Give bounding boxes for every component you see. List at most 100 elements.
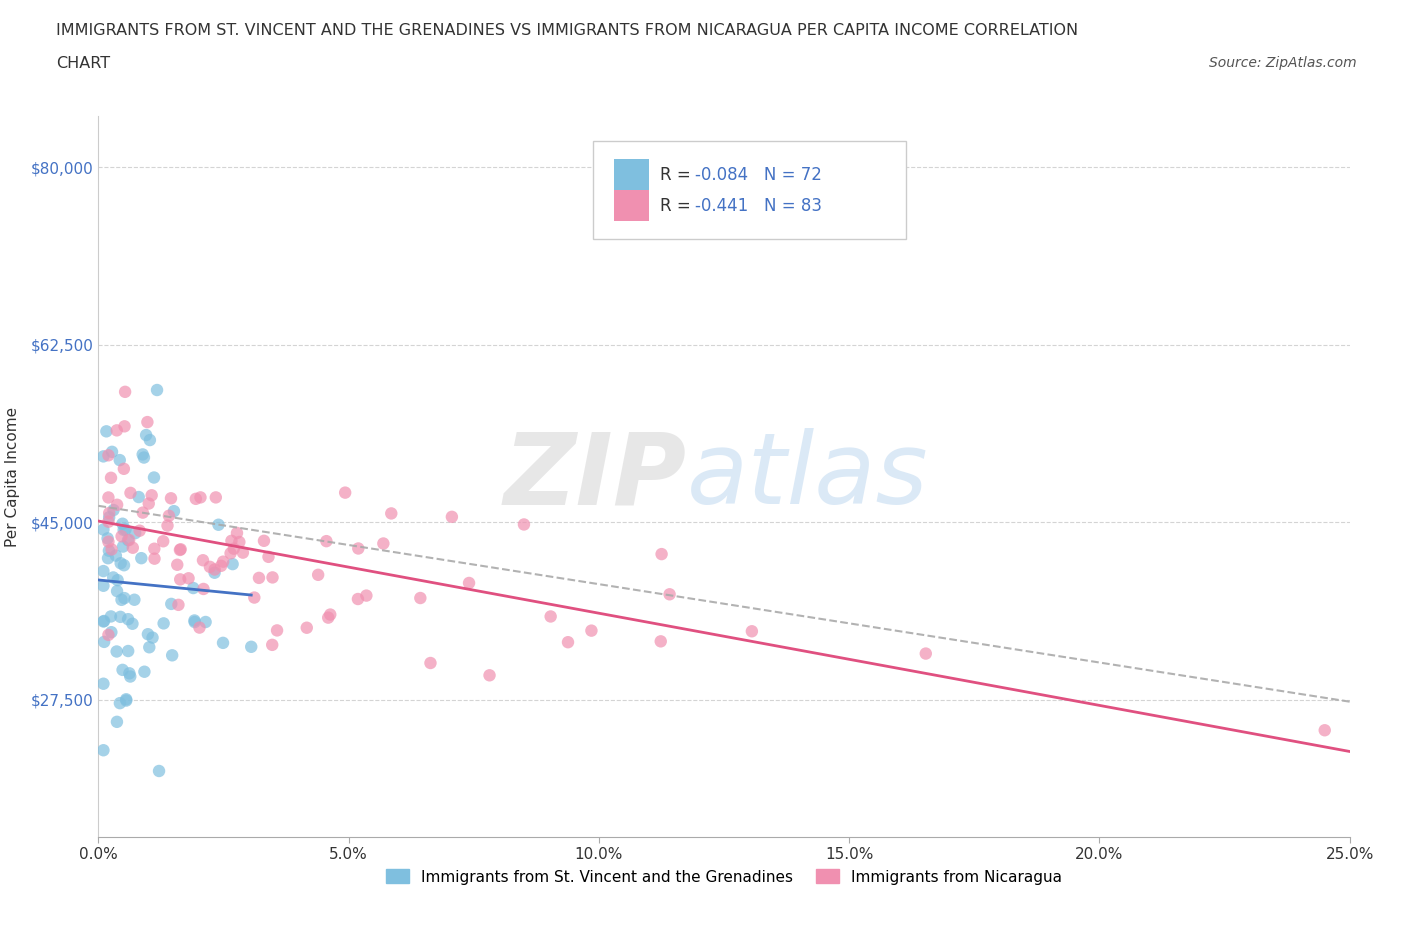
Point <box>347 541 370 556</box>
Point <box>100 609 122 624</box>
Text: -0.441   N = 83: -0.441 N = 83 <box>696 196 823 215</box>
Point <box>191 552 214 567</box>
Point <box>93 522 115 537</box>
Point <box>226 525 249 540</box>
Point <box>183 613 205 628</box>
Point <box>98 510 121 525</box>
Point <box>136 627 159 642</box>
Point <box>146 382 169 397</box>
Point <box>104 548 127 563</box>
Point <box>97 531 120 546</box>
Point <box>169 542 191 557</box>
Point <box>96 424 118 439</box>
Point <box>110 556 132 571</box>
Point <box>139 432 162 447</box>
Point <box>160 596 183 611</box>
Point <box>240 639 263 654</box>
Point <box>650 634 672 649</box>
Point <box>347 591 370 606</box>
Point <box>105 584 128 599</box>
FancyBboxPatch shape <box>614 190 650 221</box>
Point <box>112 558 135 573</box>
Point <box>181 580 204 595</box>
Point <box>513 517 536 532</box>
Point <box>166 557 188 572</box>
Point <box>207 517 229 532</box>
Point <box>114 522 136 537</box>
Point <box>112 539 135 554</box>
Point <box>110 529 132 544</box>
Point <box>97 490 120 505</box>
Text: R =: R = <box>661 166 696 183</box>
Point <box>117 533 139 548</box>
Point <box>117 612 139 627</box>
Point <box>114 384 136 399</box>
Point <box>97 514 120 529</box>
Point <box>160 491 183 506</box>
FancyBboxPatch shape <box>614 159 650 191</box>
Point <box>167 597 190 612</box>
Point <box>143 470 166 485</box>
Point <box>177 571 200 586</box>
Point <box>228 535 250 550</box>
Point <box>132 505 155 520</box>
Point <box>141 488 163 503</box>
Point <box>131 447 153 462</box>
Point <box>138 640 160 655</box>
Point <box>193 581 215 596</box>
Point <box>97 534 120 549</box>
Point <box>103 570 125 585</box>
Point <box>115 692 138 707</box>
Point <box>97 543 120 558</box>
Point <box>169 572 191 587</box>
Point <box>118 533 141 548</box>
Point <box>316 610 339 625</box>
Text: Source: ZipAtlas.com: Source: ZipAtlas.com <box>1209 56 1357 70</box>
Point <box>243 591 266 605</box>
Point <box>111 516 134 531</box>
Point <box>120 669 142 684</box>
Point <box>319 607 342 622</box>
Point <box>253 534 276 549</box>
Point <box>478 668 501 683</box>
Point <box>540 609 562 624</box>
Point <box>120 485 142 500</box>
Text: -0.084   N = 72: -0.084 N = 72 <box>696 166 823 183</box>
Point <box>98 506 121 521</box>
Point <box>108 453 131 468</box>
Point <box>105 644 128 659</box>
Point <box>204 565 226 580</box>
Point <box>128 489 150 504</box>
Point <box>156 518 179 533</box>
Point <box>219 546 242 561</box>
Point <box>333 485 356 500</box>
Point <box>198 559 221 574</box>
Point <box>121 540 143 555</box>
Point <box>419 656 441 671</box>
Point <box>152 534 174 549</box>
Point <box>232 545 254 560</box>
Point <box>221 534 243 549</box>
Point <box>190 490 212 505</box>
Point <box>160 648 183 663</box>
Text: ZIP: ZIP <box>503 428 686 525</box>
Point <box>307 567 329 582</box>
Point <box>105 498 128 512</box>
Point <box>97 628 120 643</box>
Point <box>262 637 284 652</box>
Point <box>141 631 163 645</box>
Point <box>110 592 132 607</box>
Point <box>93 634 115 649</box>
Point <box>257 550 280 565</box>
Point <box>93 578 115 593</box>
Point <box>188 620 211 635</box>
Point <box>247 570 270 585</box>
Point <box>184 491 207 506</box>
Point <box>212 554 235 569</box>
Point <box>121 617 143 631</box>
Text: R =: R = <box>661 196 696 215</box>
Point <box>209 558 232 573</box>
Point <box>356 588 378 603</box>
Point <box>163 504 186 519</box>
Point <box>134 664 156 679</box>
